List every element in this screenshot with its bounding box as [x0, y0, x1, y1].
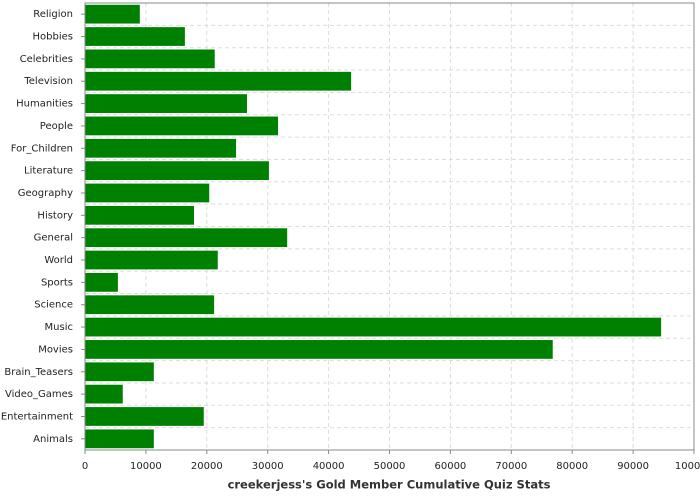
plot-frame: [84, 2, 695, 451]
y-tick-label: Brain_Teasers: [4, 367, 73, 378]
bar: [85, 228, 288, 248]
y-tick-label: Movies: [38, 344, 73, 355]
bar: [85, 27, 185, 46]
y-tick-label: Hobbies: [33, 32, 73, 43]
x-tick-label: 10000: [130, 461, 162, 472]
y-tick-label: Religion: [33, 9, 73, 20]
y-tick-label: Music: [45, 322, 73, 333]
x-tick-label: 30000: [252, 461, 284, 472]
x-tick-label: 20000: [191, 461, 223, 472]
y-tick-label: Humanities: [16, 99, 73, 110]
y-tick-label: Sports: [41, 277, 73, 288]
y-tick-label: World: [44, 255, 73, 266]
bar: [85, 272, 118, 292]
y-tick-label: History: [37, 210, 73, 221]
x-tick-label: 80000: [556, 461, 588, 472]
bar: [85, 429, 154, 449]
bar: [85, 49, 215, 69]
bar: [85, 384, 123, 404]
x-tick-label: 40000: [313, 461, 345, 472]
x-tick-label: 0: [82, 461, 88, 472]
bar: [85, 138, 237, 158]
x-tick-label: 90000: [617, 461, 649, 472]
bar: [85, 183, 210, 203]
bar: [85, 250, 218, 270]
y-tick-label: Television: [23, 76, 73, 87]
bar: [85, 4, 140, 24]
x-axis-label: creekerjess's Gold Member Cumulative Qui…: [228, 478, 551, 492]
y-tick-label: People: [40, 121, 73, 132]
y-tick-label: Video_Games: [5, 389, 73, 400]
y-tick-label: Celebrities: [20, 54, 73, 65]
bar: [85, 94, 247, 113]
bar: [85, 407, 204, 426]
bar: [85, 362, 154, 382]
bar: [85, 116, 279, 136]
y-tick-label: General: [34, 233, 73, 244]
x-tick-label: 100000: [675, 461, 700, 472]
y-tick-label: Literature: [24, 166, 73, 177]
bar: [85, 71, 352, 91]
bar: [85, 295, 215, 315]
x-tick-label: 50000: [374, 461, 406, 472]
y-tick-label: Geography: [18, 188, 73, 199]
y-tick-label: Entertainment: [1, 411, 73, 422]
bar: [85, 317, 662, 337]
bar: [85, 205, 195, 225]
x-tick-label: 70000: [495, 461, 527, 472]
bar: [85, 340, 553, 359]
y-tick-label: For_Children: [11, 143, 73, 154]
x-tick-label: 60000: [434, 461, 466, 472]
y-tick-label: Science: [34, 300, 73, 311]
y-tick-label: Animals: [33, 434, 73, 445]
bar: [85, 161, 269, 181]
